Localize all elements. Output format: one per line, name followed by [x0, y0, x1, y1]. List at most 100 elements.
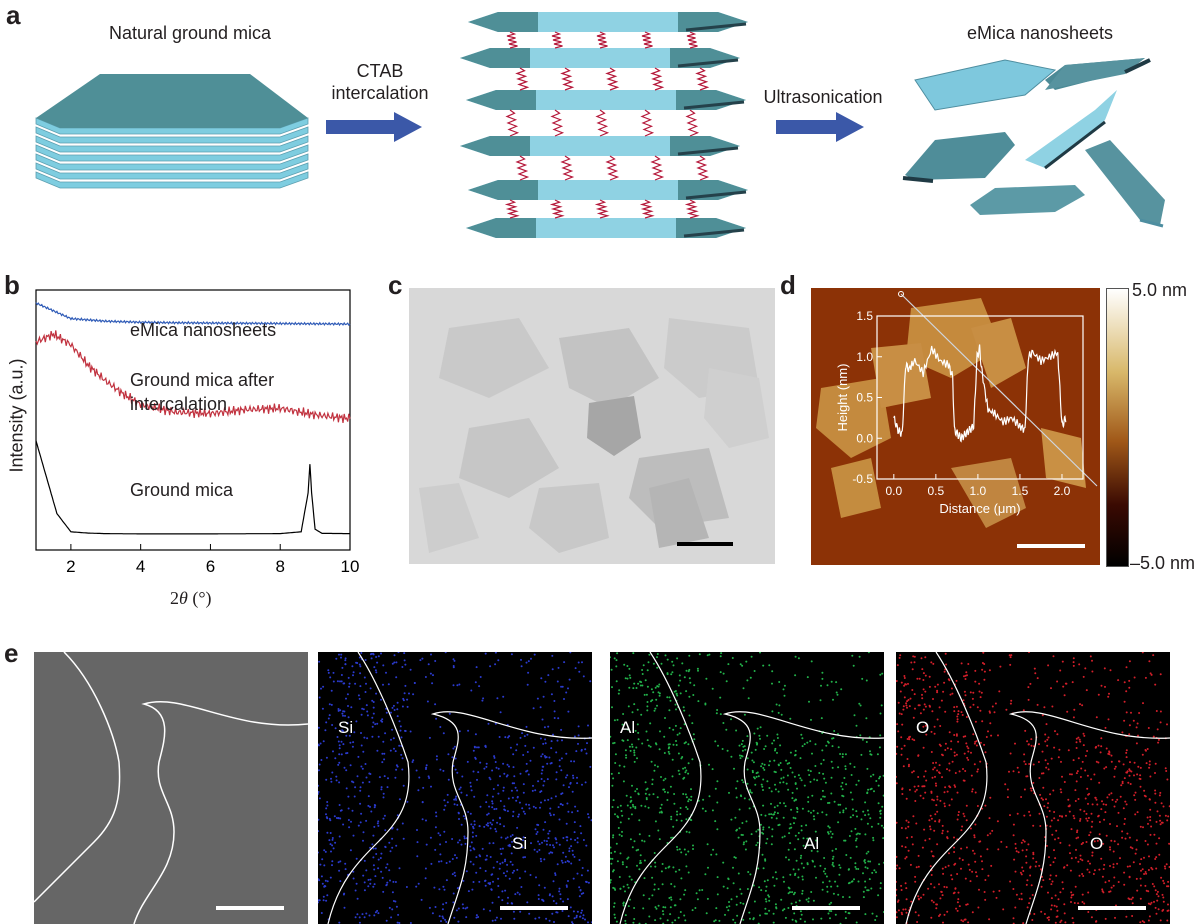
xrd-curve-label-intercalated-2: intercalation — [130, 394, 228, 414]
ctab-chain — [560, 155, 575, 181]
al-label-bottom: Al — [804, 834, 820, 853]
x-tick-label: 0.5 — [928, 484, 945, 498]
x-tick-label: 10 — [341, 557, 360, 576]
flake-boundary — [905, 652, 988, 924]
ctab-chain — [684, 199, 700, 219]
eds-map-si: Si Si — [318, 652, 592, 924]
nanosheet — [1025, 90, 1117, 168]
scale-bar — [500, 906, 568, 910]
ctab-chain — [640, 109, 655, 137]
natural-mica-stack — [35, 74, 309, 189]
afm-height-profile: -0.5 0.0 0.5 1.0 1.5 0.0 0.5 1.0 1.5 2.0 Distance … — [835, 291, 1098, 516]
ctab-chain — [560, 67, 575, 91]
afm-colorbar — [1106, 288, 1129, 567]
xrd-curve-label-intercalated: Ground mica after — [130, 370, 275, 390]
o-label-bottom: O — [1090, 834, 1104, 853]
si-label-bottom: Si — [512, 834, 528, 853]
sem-image — [34, 652, 308, 924]
colorbar-min-label: –5.0 nm — [1130, 553, 1196, 573]
ctab-chain — [515, 67, 530, 91]
series-line — [35, 330, 351, 423]
ctab-label: CTAB intercalation — [331, 61, 429, 103]
o-label-top: O — [916, 718, 930, 737]
flake-boundary — [619, 652, 702, 924]
y-tick-label: 0.0 — [856, 431, 873, 445]
arrow-right-icon — [776, 112, 864, 142]
ctab-chain — [686, 31, 698, 49]
natural-mica-label: Natural ground mica — [108, 23, 272, 43]
mica-layer-edge — [35, 135, 309, 153]
ctab-chain — [550, 109, 565, 137]
nanosheet — [970, 185, 1085, 215]
panel-letter-d: d — [780, 270, 796, 300]
ctab-chain — [515, 155, 530, 181]
nanosheet — [1045, 58, 1145, 90]
flake-boundary — [327, 652, 410, 924]
flake-boundary — [722, 711, 884, 924]
y-tick-label: 1.0 — [856, 350, 873, 364]
afm-image: -0.5 0.0 0.5 1.0 1.5 0.0 0.5 1.0 1.5 2.0 Distance … — [811, 288, 1100, 565]
panel-letter-c: c — [388, 270, 403, 300]
colorbar-max-label: 5.0 nm — [1132, 280, 1188, 300]
scale-bar — [792, 906, 860, 910]
ctab-chain — [650, 67, 665, 91]
height-profile-line — [893, 344, 1067, 443]
ctab-chain — [641, 31, 653, 49]
panel-letter-b: b — [4, 270, 20, 300]
nanosheet — [914, 59, 1057, 111]
mica-layer-edge — [35, 126, 309, 144]
mica-layer-edge — [35, 171, 309, 189]
profile-line — [900, 293, 1098, 487]
x-tick-label: 0.0 — [885, 484, 902, 498]
ctab-chain — [505, 109, 520, 137]
scale-bar — [1078, 906, 1146, 910]
tem-image — [409, 288, 775, 564]
x-tick-label: 1.5 — [1012, 484, 1029, 498]
xrd-ylabel: Intensity (a.u.) — [6, 358, 27, 473]
ctab-chain — [695, 67, 710, 91]
mica-layer-edge — [35, 144, 309, 162]
x-tick-label: 4 — [136, 557, 145, 576]
mica-layer-edge — [35, 162, 309, 180]
y-tick-label: 1.5 — [856, 309, 873, 323]
flake-boundary — [1008, 711, 1170, 924]
scale-bar — [677, 542, 733, 546]
inset-ylabel: Height (nm) — [835, 364, 850, 432]
y-tick-label: -0.5 — [852, 472, 873, 486]
eds-map-al: Al Al — [610, 652, 884, 924]
ctab-chain — [605, 67, 620, 91]
ctab-chain — [506, 31, 518, 49]
x-tick-label: 2.0 — [1054, 484, 1071, 498]
ctab-chain — [650, 155, 665, 181]
emica-nanosheets — [902, 58, 1165, 228]
ctab-chain — [639, 199, 655, 219]
plot-frame — [35, 289, 351, 551]
x-tick-label: 1.0 — [970, 484, 987, 498]
series-line — [35, 440, 350, 535]
inset-xlabel: Distance (μm) — [939, 501, 1020, 516]
x-tick-label: 6 — [206, 557, 215, 576]
nanosheet — [905, 132, 1015, 180]
nanosheet — [1085, 140, 1165, 225]
xrd-curve-label-ground: Ground mica — [130, 480, 234, 500]
ctab-chain — [549, 199, 565, 219]
mica-layer-edge — [35, 153, 309, 171]
arrow-right-icon — [326, 112, 422, 142]
scale-bar — [216, 906, 284, 910]
xrd-xlabel: 2θ (°) — [170, 588, 212, 608]
ctab-chain — [596, 31, 608, 49]
al-label-top: Al — [620, 718, 636, 737]
profile-start — [898, 291, 904, 297]
ctab-chain — [605, 155, 620, 181]
ctab-chain — [595, 109, 610, 137]
panel-letter-e: e — [4, 638, 19, 668]
ctab-chain — [594, 199, 610, 219]
ctab-chain — [504, 199, 520, 219]
series-line — [35, 302, 351, 327]
y-tick-label: 0.5 — [856, 391, 873, 405]
ctab-chain — [685, 109, 700, 137]
x-tick-label: 8 — [275, 557, 284, 576]
scale-bar — [1017, 544, 1085, 548]
xrd-curve-label-emica: eMica nanosheets — [130, 320, 277, 340]
ctab-chain — [695, 155, 710, 181]
